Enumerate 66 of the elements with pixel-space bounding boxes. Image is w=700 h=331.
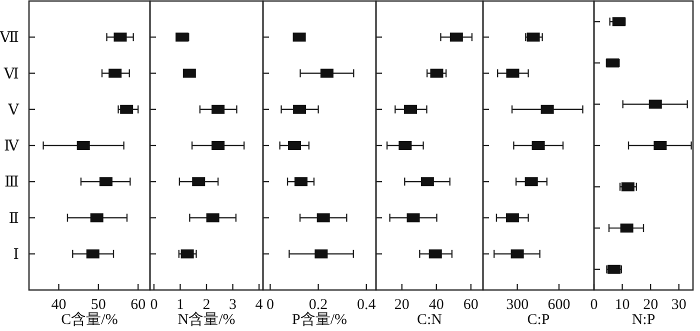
- point: [320, 68, 334, 78]
- x-tick-label: 0.4: [357, 297, 376, 313]
- x-tick-label: 4: [255, 297, 264, 313]
- x-tick-label: 40: [428, 297, 444, 313]
- point: [316, 213, 330, 222]
- x-axis-title: N含量/%: [178, 311, 236, 328]
- x-axis-title: P含量/%: [292, 311, 348, 328]
- point: [114, 32, 127, 42]
- y-tick-label: Ⅲ: [4, 174, 19, 191]
- x-tick-label: 0: [590, 297, 598, 313]
- point: [192, 177, 206, 186]
- point: [648, 100, 662, 109]
- y-tick-label: Ⅱ: [8, 210, 19, 227]
- x-tick-label: 20: [394, 297, 410, 313]
- x-tick-label: 10: [614, 297, 630, 313]
- point: [180, 249, 194, 258]
- point: [404, 104, 418, 114]
- point: [510, 249, 524, 258]
- x-tick-label: 40: [51, 297, 66, 313]
- point: [524, 177, 538, 186]
- point: [540, 104, 554, 114]
- x-axis-title: C:P: [527, 312, 550, 328]
- point: [620, 224, 634, 233]
- x-tick-label: 60: [463, 297, 478, 313]
- point: [212, 104, 225, 114]
- x-axis-title: C:N: [416, 312, 442, 328]
- point: [314, 249, 328, 258]
- x-tick-label: 2: [202, 297, 210, 313]
- x-tick-label: 0.2: [308, 297, 328, 313]
- point: [294, 177, 308, 186]
- point: [176, 32, 189, 42]
- x-tick-label: 0: [150, 297, 158, 313]
- point: [420, 177, 434, 186]
- point: [621, 182, 634, 192]
- x-tick-label: 50: [90, 297, 106, 313]
- x-tick-label: 20: [643, 297, 658, 313]
- point: [108, 68, 122, 78]
- point: [406, 213, 420, 222]
- point: [506, 68, 520, 78]
- point: [292, 32, 306, 42]
- point: [428, 249, 442, 258]
- point: [182, 68, 196, 78]
- point: [450, 32, 463, 42]
- x-tick-label: 1: [176, 297, 184, 313]
- point: [293, 104, 306, 114]
- x-tick-label: 300: [506, 297, 529, 313]
- x-tick-label: 30: [671, 297, 686, 313]
- y-tick-label: Ⅳ: [4, 138, 20, 154]
- point: [90, 213, 104, 222]
- y-tick-label: Ⅰ: [13, 246, 20, 263]
- point: [120, 104, 134, 114]
- point: [206, 213, 220, 222]
- x-tick-label: 3: [229, 297, 237, 313]
- point: [526, 32, 540, 42]
- x-tick-label: 60: [130, 297, 146, 313]
- x-axis-title: N:P: [632, 312, 656, 328]
- y-tick-label: Ⅴ: [7, 102, 20, 118]
- x-tick-label: 600: [548, 297, 570, 313]
- y-tick-label: Ⅵ: [2, 66, 19, 82]
- point: [86, 249, 100, 258]
- x-axis-title: C含量/%: [61, 311, 118, 328]
- point: [430, 68, 444, 78]
- x-tick-label: 0: [266, 297, 274, 313]
- point: [99, 177, 112, 186]
- point: [612, 17, 626, 26]
- point: [506, 213, 519, 222]
